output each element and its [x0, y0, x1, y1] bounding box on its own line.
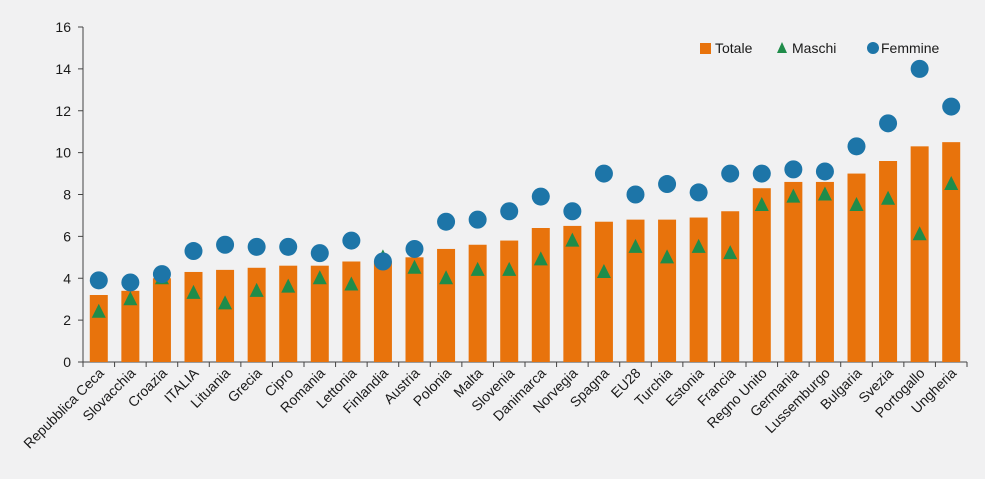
- marker-femmine: [910, 59, 929, 78]
- legend-marker-maschi: [777, 42, 787, 53]
- marker-femmine: [437, 212, 456, 231]
- y-tick-label: 0: [63, 354, 71, 370]
- bar-totale: [689, 217, 708, 362]
- marker-femmine: [216, 235, 235, 254]
- y-tick-label: 14: [55, 61, 71, 77]
- markers: [89, 59, 961, 318]
- marker-maschi: [754, 196, 769, 211]
- marker-femmine: [121, 273, 140, 292]
- legend-marker-totale: [700, 43, 711, 54]
- bar-totale: [658, 219, 677, 362]
- bar-totale: [216, 269, 235, 362]
- marker-maschi: [944, 176, 959, 191]
- y-tick-label: 2: [63, 312, 71, 328]
- bar-totale: [752, 188, 771, 362]
- marker-femmine: [689, 183, 708, 202]
- legend: Totale Maschi Femmine: [700, 40, 940, 56]
- bar-totale: [626, 219, 645, 362]
- bar-totale: [405, 257, 424, 362]
- marker-maschi: [691, 238, 706, 253]
- marker-maschi: [281, 278, 296, 293]
- legend-label-femmine: Femmine: [881, 40, 940, 56]
- marker-maschi: [123, 291, 138, 306]
- marker-maschi: [912, 226, 927, 241]
- x-axis: Repubblica CecaSlovacchiaCroaziaITALIALi…: [20, 361, 968, 452]
- marker-maschi: [91, 303, 106, 318]
- bar-totale: [121, 290, 140, 362]
- marker-femmine: [658, 175, 677, 194]
- bar-totale: [879, 161, 898, 362]
- marker-maschi: [817, 186, 832, 201]
- bar-totale: [942, 142, 961, 362]
- marker-maschi: [344, 276, 359, 291]
- marker-femmine: [879, 114, 898, 133]
- marker-maschi: [249, 282, 264, 297]
- legend-label-maschi: Maschi: [792, 40, 836, 56]
- marker-femmine: [310, 244, 329, 263]
- bar-totale: [815, 181, 834, 362]
- marker-femmine: [815, 162, 834, 181]
- marker-femmine: [784, 160, 803, 179]
- y-tick-label: 6: [63, 228, 71, 244]
- bar-totale: [910, 146, 929, 362]
- marker-femmine: [279, 237, 298, 256]
- marker-maschi: [565, 232, 580, 247]
- marker-femmine: [152, 265, 171, 284]
- marker-maschi: [660, 249, 675, 264]
- marker-maschi: [596, 263, 611, 278]
- marker-femmine: [626, 185, 645, 204]
- bar-totale: [89, 295, 108, 362]
- y-tick-label: 8: [63, 187, 71, 203]
- marker-femmine: [405, 239, 424, 258]
- marker-femmine: [468, 210, 487, 229]
- marker-femmine: [247, 237, 266, 256]
- marker-maschi: [628, 238, 643, 253]
- marker-maschi: [407, 259, 422, 274]
- bar-totale: [152, 278, 171, 362]
- marker-maschi: [186, 284, 201, 299]
- marker-maschi: [218, 295, 233, 310]
- marker-femmine: [342, 231, 361, 250]
- marker-maschi: [533, 251, 548, 266]
- marker-maschi: [502, 261, 517, 276]
- bar-totale: [437, 248, 456, 362]
- bar-totale: [247, 267, 266, 362]
- y-tick-label: 4: [63, 270, 71, 286]
- y-tick-label: 12: [55, 103, 71, 119]
- marker-femmine: [500, 202, 519, 221]
- bar-totale: [784, 181, 803, 362]
- marker-maschi: [312, 270, 327, 285]
- x-category-label: Grecia: [224, 365, 265, 406]
- marker-maschi: [849, 196, 864, 211]
- marker-femmine: [752, 164, 771, 183]
- marker-femmine: [847, 137, 866, 156]
- y-tick-label: 10: [55, 145, 71, 161]
- bar-totale: [310, 265, 329, 362]
- y-axis: 0 2 4 6 8 10 12 14 16: [55, 19, 84, 370]
- marker-femmine: [89, 271, 108, 290]
- legend-label-totale: Totale: [715, 40, 753, 56]
- marker-femmine: [721, 164, 740, 183]
- marker-maschi: [786, 188, 801, 203]
- marker-femmine: [373, 252, 392, 271]
- marker-maschi: [881, 190, 896, 205]
- marker-femmine: [563, 202, 582, 221]
- bar-totale: [563, 225, 582, 362]
- bar-totale: [373, 261, 392, 362]
- marker-femmine: [942, 97, 961, 116]
- marker-femmine: [184, 242, 203, 261]
- y-tick-label: 16: [55, 19, 71, 35]
- marker-maschi: [470, 261, 485, 276]
- bar-totale: [531, 228, 550, 362]
- legend-marker-femmine: [867, 42, 879, 54]
- bar-totale: [847, 173, 866, 362]
- bar-totale: [594, 221, 613, 362]
- marker-maschi: [439, 270, 454, 285]
- marker-femmine: [594, 164, 613, 183]
- bar-totale: [500, 240, 519, 362]
- marker-femmine: [531, 187, 550, 206]
- bar-totale: [721, 211, 740, 362]
- marker-maschi: [723, 245, 738, 260]
